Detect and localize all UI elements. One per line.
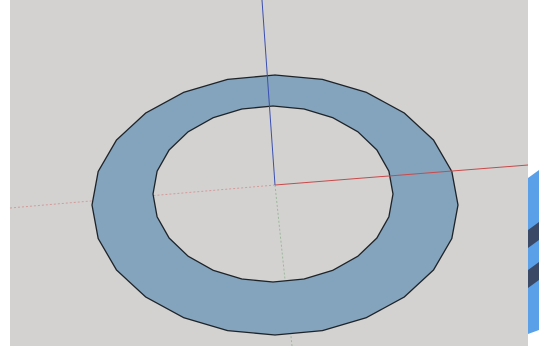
red-axis [274,164,529,186]
ring-group [91,74,459,336]
side-stripe [528,222,539,248]
side-object [528,170,539,334]
ring-face [91,74,459,336]
green-axis-negative [274,184,293,347]
side-stripe [528,262,539,288]
blue-axis [261,0,276,186]
